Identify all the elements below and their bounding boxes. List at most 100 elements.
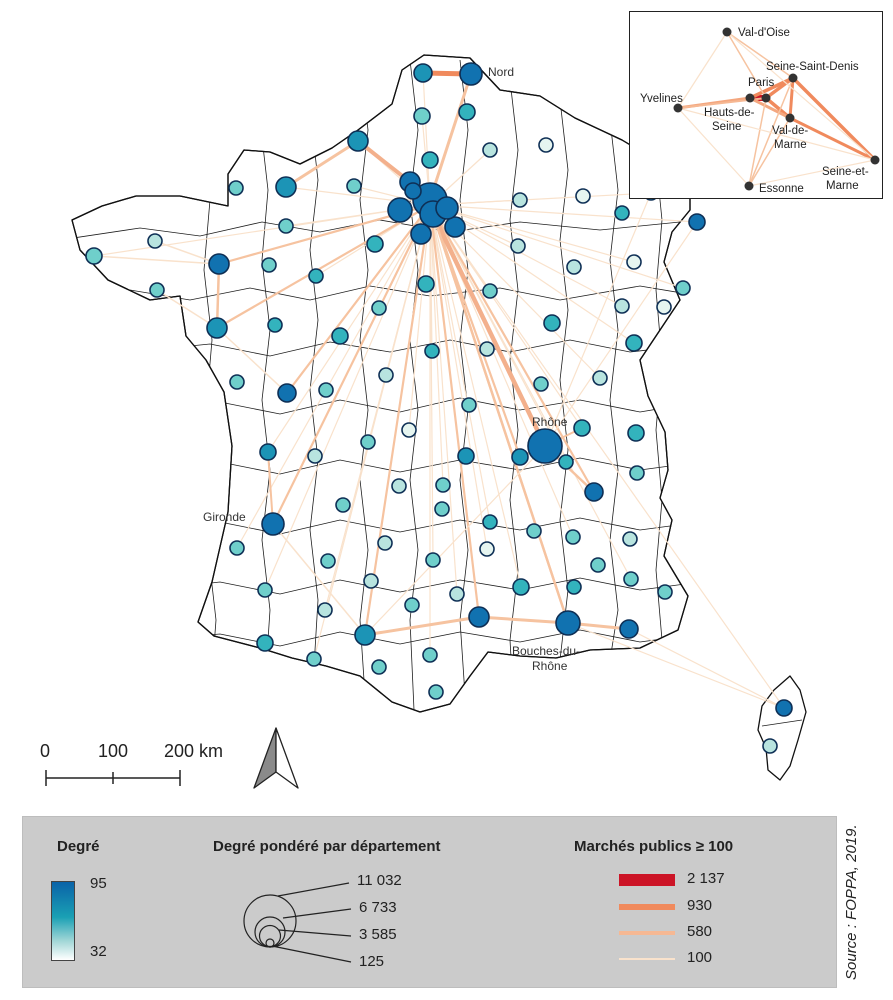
label-bouches-du-rhone-1: Bouches-du-: [512, 644, 580, 658]
legend-flow-swatch: [619, 931, 675, 935]
department-node: [434, 501, 450, 517]
inset-label-seine-et-marne-1: Seine-et-: [822, 166, 869, 178]
department-node: [657, 584, 673, 600]
ile-de-france-inset: Val-d'Oise Seine-Saint-Denis Yvelines Pa…: [629, 11, 883, 199]
department-node: [458, 103, 476, 121]
department-node: [461, 397, 477, 413]
flow-line: [236, 204, 431, 549]
department-node: [619, 619, 639, 639]
department-node: [656, 299, 672, 315]
inset-flow-line: [677, 107, 750, 187]
label-nord: Nord: [488, 65, 514, 79]
inset-label-yvelines: Yvelines: [640, 93, 683, 105]
department-node: [261, 257, 277, 273]
flow-line: [271, 203, 432, 526]
department-node: [307, 448, 323, 464]
flow-line: [156, 289, 218, 329]
department-node: [401, 422, 417, 438]
department-node: [261, 512, 285, 536]
department-node: [147, 233, 163, 249]
inset-flow-line: [748, 159, 876, 187]
department-node: [449, 586, 465, 602]
department-node: [435, 196, 459, 220]
corsica-outline: [757, 675, 807, 781]
inset-node: [722, 27, 732, 37]
source-note: Source : FOPPA, 2019.: [843, 824, 860, 980]
scale-label-100: 100: [98, 741, 128, 761]
department-node: [573, 419, 591, 437]
department-node: [363, 573, 379, 589]
scale-label-0: 0: [40, 741, 50, 761]
department-node: [468, 606, 490, 628]
flow-line: [364, 445, 546, 636]
inset-node: [745, 93, 755, 103]
department-node: [575, 188, 591, 204]
flow-line: [363, 615, 481, 637]
department-node: [482, 142, 498, 158]
department-node: [675, 280, 691, 296]
flow-line: [544, 192, 652, 447]
flow-line: [430, 211, 548, 449]
scale-bar: [45, 770, 181, 786]
department-node: [444, 216, 466, 238]
department-node: [377, 535, 393, 551]
department-node: [590, 557, 606, 573]
department-node: [566, 259, 582, 275]
department-node: [320, 553, 336, 569]
inset-node: [785, 113, 795, 123]
department-node: [421, 151, 439, 169]
department-node: [614, 298, 630, 314]
department-node: [482, 283, 498, 299]
department-node: [424, 343, 440, 359]
legend-flows-title: Marchés publics ≥ 100: [574, 838, 734, 855]
inset-label-seine-saint-denis: Seine-Saint-Denis: [766, 61, 859, 73]
department-node: [629, 465, 645, 481]
department-node: [512, 192, 528, 208]
department-node: [512, 578, 530, 596]
department-node: [413, 107, 431, 125]
department-node: [457, 447, 475, 465]
flow-line: [429, 204, 458, 595]
flow-line: [264, 204, 431, 591]
flow-line: [285, 203, 432, 395]
department-node: [306, 651, 322, 667]
department-node: [278, 218, 294, 234]
label-bouches-du-rhone-2: Rhône: [532, 659, 568, 673]
flow-line: [428, 203, 596, 494]
department-node: [479, 541, 495, 557]
department-node: [371, 659, 387, 675]
inset-flow-line: [726, 31, 794, 79]
legend-weighted-4: 125: [359, 953, 385, 970]
inset-flow-line: [791, 76, 877, 162]
department-node: [354, 624, 376, 646]
department-node: [149, 282, 165, 298]
flow-line: [216, 327, 288, 394]
department-node: [625, 334, 643, 352]
department-node: [335, 497, 351, 513]
department-node: [404, 182, 422, 200]
department-node: [85, 247, 103, 265]
flow-line: [429, 204, 488, 550]
department-node: [688, 213, 706, 231]
department-node: [510, 238, 526, 254]
department-node: [584, 482, 604, 502]
inset-label-paris: Paris: [748, 77, 774, 89]
inset-label-val-de-marne-1: Val-de-: [772, 125, 808, 137]
department-node: [318, 382, 334, 398]
department-node: [533, 376, 549, 392]
department-node: [259, 443, 277, 461]
flow-line: [429, 204, 684, 289]
department-node: [387, 197, 413, 223]
department-node: [592, 370, 608, 386]
inset-label-val-de-marne-2: Marne: [774, 139, 807, 151]
legend-degree-max: 95: [90, 875, 107, 892]
flow-line: [429, 192, 652, 206]
department-node: [228, 180, 244, 196]
legend-weighted-2: 6 733: [359, 899, 397, 916]
inset-flow-line: [788, 116, 877, 162]
inset-flow-line: [726, 31, 876, 161]
flow-line: [429, 204, 635, 263]
flow-line: [429, 204, 632, 580]
flow-line: [267, 451, 274, 525]
department-node: [366, 235, 384, 253]
